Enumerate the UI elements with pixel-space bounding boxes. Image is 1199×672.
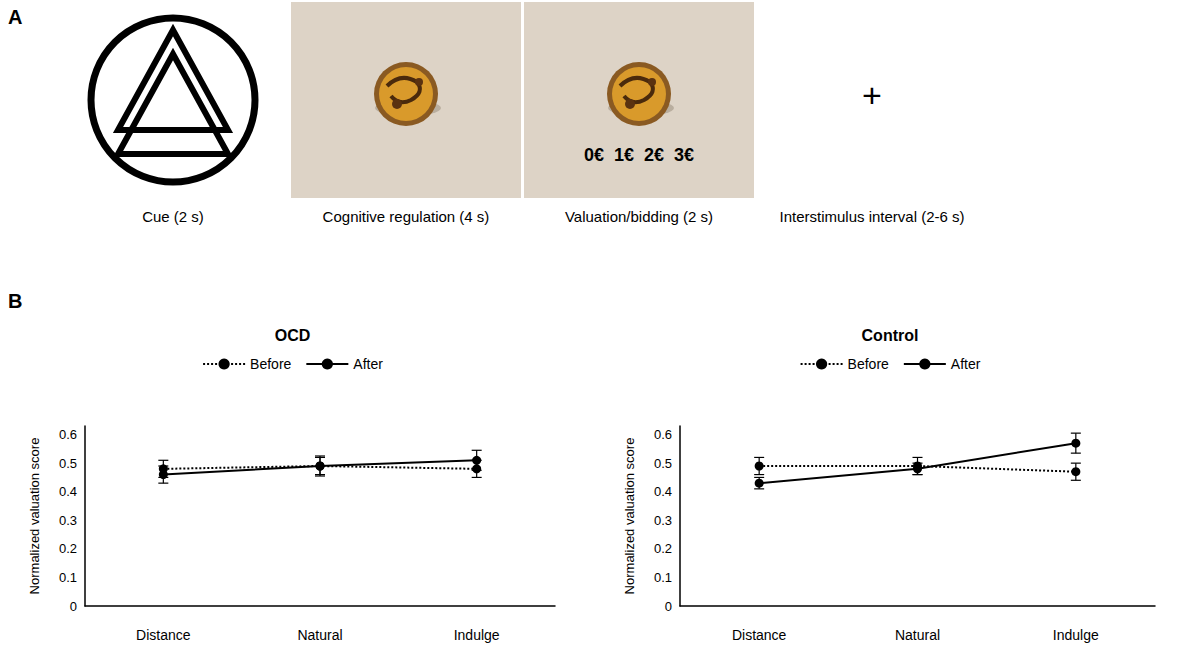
svg-text:Normalized valuation score: Normalized valuation score bbox=[622, 438, 637, 595]
html-text:A: A bbox=[8, 6, 23, 28]
html-text:2€: 2€ bbox=[644, 145, 664, 165]
svg-text:0.4: 0.4 bbox=[59, 484, 77, 499]
svg-text:0.5: 0.5 bbox=[59, 456, 77, 471]
svg-text:0.1: 0.1 bbox=[654, 570, 672, 585]
svg-text:0.3: 0.3 bbox=[654, 513, 672, 528]
html-text:Cue (2 s): Cue (2 s) bbox=[142, 208, 204, 225]
html-text:0€: 0€ bbox=[583, 145, 604, 165]
svg-text:After: After bbox=[353, 356, 383, 372]
svg-text:Before: Before bbox=[848, 356, 889, 372]
svg-text:Distance: Distance bbox=[136, 627, 191, 643]
svg-text:Before: Before bbox=[250, 356, 291, 372]
svg-text:Indulge: Indulge bbox=[1053, 627, 1099, 643]
svg-text:Normalized valuation score: Normalized valuation score bbox=[27, 438, 42, 595]
svg-text:0.2: 0.2 bbox=[654, 541, 672, 556]
svg-text:0: 0 bbox=[665, 599, 672, 614]
html-text:Interstimulus interval (2-6 s): Interstimulus interval (2-6 s) bbox=[779, 208, 965, 225]
svg-text:Distance: Distance bbox=[732, 627, 787, 643]
html-text:B: B bbox=[8, 290, 23, 312]
svg-text:Indulge: Indulge bbox=[454, 627, 500, 643]
svg-text:0.5: 0.5 bbox=[654, 456, 672, 471]
svg-text:0.4: 0.4 bbox=[654, 484, 672, 499]
svg-text:0.2: 0.2 bbox=[59, 541, 77, 556]
html-text:3€: 3€ bbox=[674, 145, 695, 165]
svg-text:Natural: Natural bbox=[297, 627, 342, 643]
svg-text:Control: Control bbox=[862, 327, 919, 344]
svg-text:0: 0 bbox=[70, 599, 77, 614]
svg-text:0.6: 0.6 bbox=[654, 427, 672, 442]
svg-text:Natural: Natural bbox=[895, 627, 940, 643]
svg-text:OCD: OCD bbox=[275, 327, 311, 344]
html-text:1€: 1€ bbox=[614, 145, 634, 165]
svg-text:0.3: 0.3 bbox=[59, 513, 77, 528]
svg-text:0.1: 0.1 bbox=[59, 570, 77, 585]
svg-text:After: After bbox=[951, 356, 981, 372]
html-text:Cognitive regulation (4 s): Cognitive regulation (4 s) bbox=[322, 208, 490, 225]
html-text:Valuation/bidding (2 s): Valuation/bidding (2 s) bbox=[564, 208, 714, 225]
svg-text:0.6: 0.6 bbox=[59, 427, 77, 442]
